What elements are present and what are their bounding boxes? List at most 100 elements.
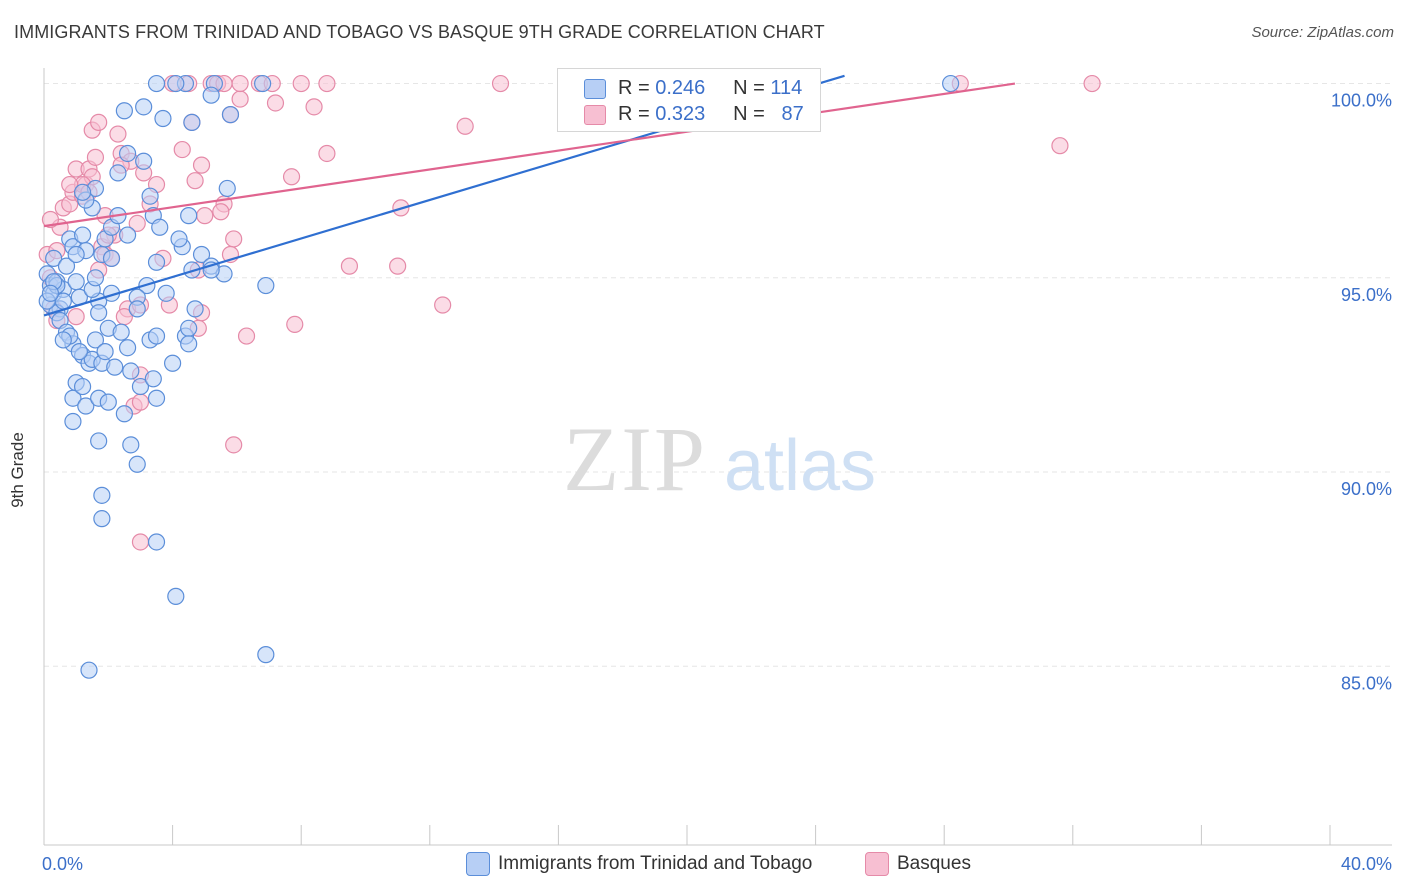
trinidad-point (180, 319, 198, 337)
bottom-legend-label-basques: Basques (897, 853, 971, 874)
trinidad-point (180, 335, 198, 353)
watermark: ZIP atlas (563, 408, 876, 510)
trinidad-point (180, 207, 198, 225)
trinidad-point (93, 510, 111, 528)
trinidad-point (45, 249, 63, 267)
trinidad-point (54, 331, 72, 349)
trinidad-point (106, 358, 124, 376)
basques-point (90, 113, 108, 131)
basques-point (318, 144, 336, 163)
basques-point (173, 140, 191, 159)
trinidad-point (167, 74, 185, 93)
basques-point (192, 156, 211, 174)
bottom-legend-swatch-blue (466, 852, 490, 876)
trinidad-point (154, 109, 172, 128)
basques-point (389, 257, 407, 275)
trinidad-point (118, 226, 137, 244)
basques-point (1083, 74, 1101, 93)
trinidad-point (118, 339, 137, 357)
trinidad-point (57, 257, 76, 275)
trinidad-point (73, 183, 92, 201)
bottom-legend-swatch-pink (865, 852, 889, 876)
tick-labels: 85.0% 90.0% 95.0% 100.0% 0.0% 40.0% (42, 91, 1392, 874)
basques-point (286, 315, 304, 334)
trinidad-point (128, 300, 146, 318)
legend-r-value-trinidad: 0.246 (655, 77, 706, 99)
basques-point (266, 94, 285, 112)
trinidad-point (122, 362, 140, 380)
trinidad-point (942, 74, 960, 93)
correlation-legend: R = 0.246 N = 114 R = 0.323 N = 87 (557, 68, 821, 132)
basques-point (231, 90, 249, 108)
trinidad-point (70, 343, 88, 361)
trinidad-point (170, 230, 188, 248)
trinidad-point (109, 164, 127, 182)
trinidad-point (221, 106, 240, 124)
y-tick-label: 100.0% (1331, 91, 1392, 111)
trinidad-point (96, 343, 114, 361)
trinidad-point (80, 661, 98, 679)
trinidad-point (73, 226, 92, 244)
basques-point (292, 74, 310, 93)
basques-point (128, 214, 146, 232)
basques-point (237, 327, 256, 345)
trinidad-point (90, 304, 108, 322)
trinidad-point (115, 102, 133, 120)
legend-n-value-basques: 87 (781, 103, 804, 125)
basques-point (67, 308, 85, 326)
legend-row-basques: R = 0.323 N = 87 (558, 101, 820, 129)
trinidad-point (90, 432, 108, 450)
trinidad-point (64, 389, 82, 407)
trinidad-point (141, 187, 159, 205)
legend-row-trinidad: R = 0.246 N = 114 (558, 75, 820, 103)
trinidad-point (147, 533, 166, 551)
trinidad-point (202, 86, 220, 104)
trinidad-point (118, 144, 137, 163)
basques-point (231, 74, 249, 93)
trinidad-point (115, 405, 133, 423)
basques-point (196, 207, 214, 225)
trinidad-point (257, 646, 275, 664)
basques-point (186, 172, 204, 190)
basques-point (131, 533, 150, 551)
basques-point (282, 168, 301, 186)
basques-point (1051, 137, 1069, 155)
trinidad-point (86, 331, 105, 349)
trinidad-point (164, 354, 182, 372)
source-credit: Source: ZipAtlas.com (1251, 24, 1394, 41)
trinidad-point (218, 179, 236, 198)
trinidad-point (102, 249, 121, 267)
trinidad-point (183, 113, 201, 131)
basques-trend-line (43, 82, 1016, 228)
legend-n-label: N = (733, 103, 765, 125)
y-tick-label: 90.0% (1341, 479, 1392, 499)
trinidad-point (147, 74, 166, 93)
trinidad-point (131, 377, 150, 396)
trinidad-point (77, 397, 95, 415)
trinidad-point (67, 273, 85, 291)
trinidad-point (167, 587, 185, 605)
trinidad-point (147, 389, 166, 407)
trinidad-point (183, 261, 201, 279)
legend-n-label: N = (733, 77, 765, 99)
basques-point (109, 125, 127, 143)
trinidad-point (73, 377, 92, 396)
y-tick-label: 95.0% (1341, 285, 1392, 305)
basques-point (225, 230, 243, 248)
legend-r-value-basques: 0.323 (655, 103, 706, 125)
trinidad-point (257, 276, 275, 295)
legend-r-label: R = (618, 103, 650, 125)
bottom-legend-label-trinidad: Immigrants from Trinidad and Tobago (498, 853, 813, 874)
basques-point (456, 117, 474, 135)
legend-r-label: R = (618, 77, 650, 99)
trinidad-point (93, 486, 111, 504)
basques-point (340, 257, 359, 275)
basques-point (131, 393, 150, 411)
basques-point (61, 175, 79, 194)
chart-title: IMMIGRANTS FROM TRINIDAD AND TOBAGO VS B… (14, 22, 825, 42)
basques-point (491, 74, 510, 93)
watermark-atlas: atlas (724, 426, 876, 506)
basques-point (434, 296, 452, 314)
trinidad-point (186, 300, 204, 318)
